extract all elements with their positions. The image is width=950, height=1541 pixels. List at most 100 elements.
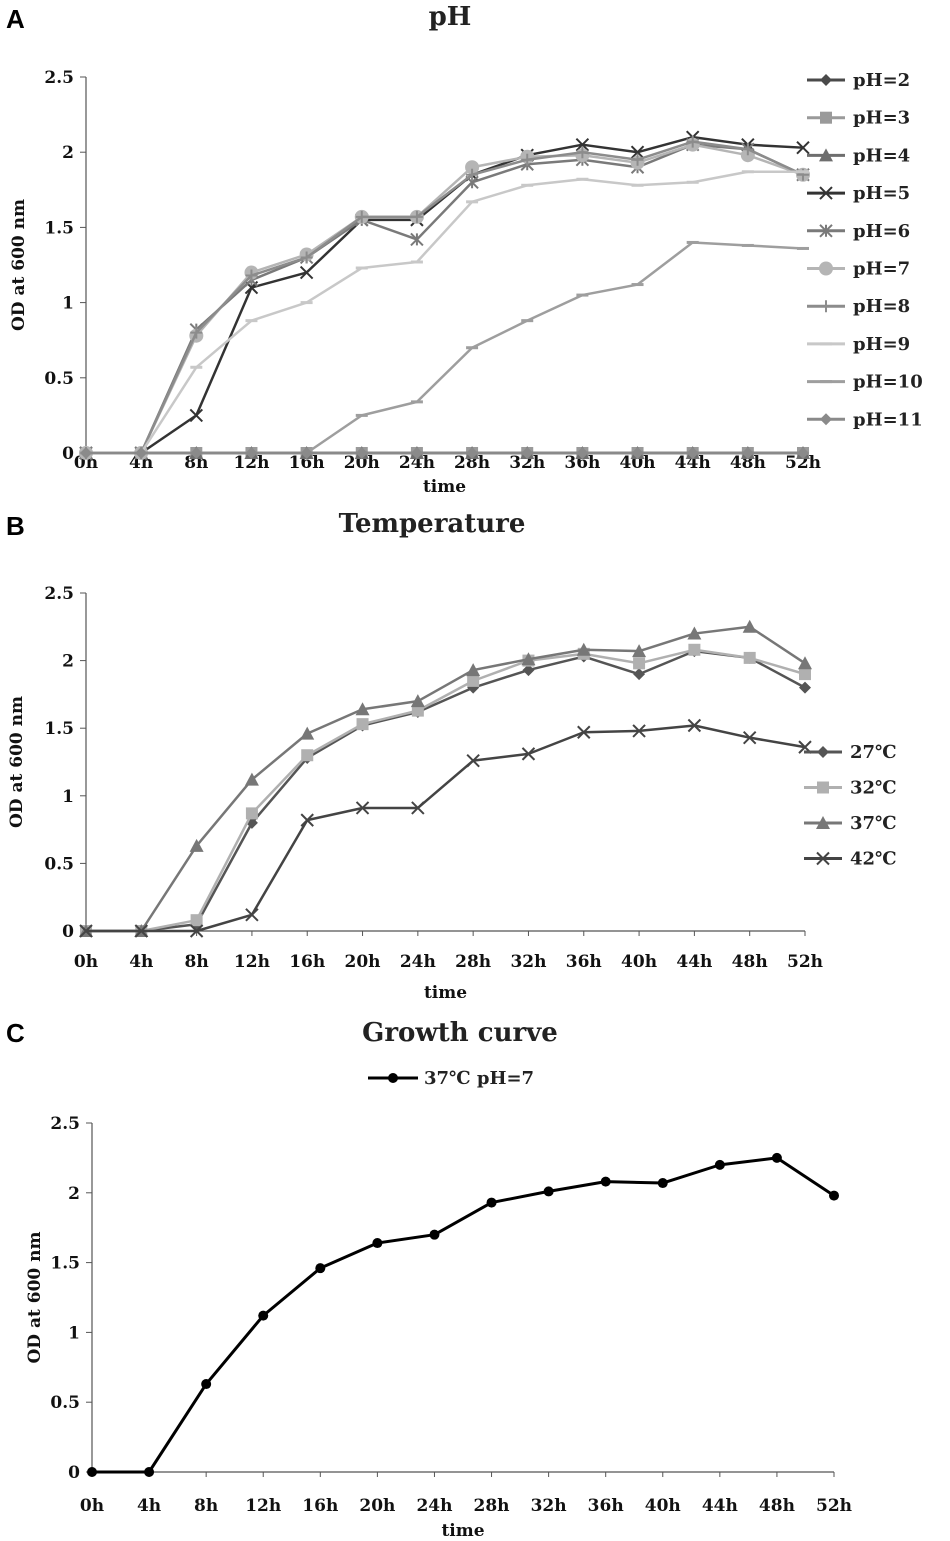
chart-title-a: pH xyxy=(429,2,472,32)
data-point xyxy=(798,656,812,670)
series-line xyxy=(92,1156,835,1474)
x-tick-label: 48h xyxy=(730,453,766,473)
data-point xyxy=(829,1190,839,1201)
data-point xyxy=(687,718,702,733)
x-tick-label: 24h xyxy=(416,1496,452,1516)
series-b-2 xyxy=(79,619,812,937)
series-line xyxy=(86,140,804,455)
series-line xyxy=(86,649,806,933)
x-tick-label: 36h xyxy=(566,952,602,972)
data-point xyxy=(301,749,314,762)
x-tick-label: 16h xyxy=(302,1496,338,1516)
x-tick-label: 8h xyxy=(185,952,209,972)
y-tick-label: 0.5 xyxy=(50,1393,80,1413)
y-tick-label: 1.5 xyxy=(44,218,74,238)
legend-label: pH=4 xyxy=(853,145,910,166)
data-point xyxy=(799,668,811,681)
data-point xyxy=(190,447,203,459)
data-point xyxy=(466,753,480,768)
data-point xyxy=(190,914,203,927)
x-axis-label-a: time xyxy=(423,477,466,497)
chart-panel-c: C Growth curve 0 0.5 1 1.5 2 2.5 0h 4h 8h 12h 16h 20h… xyxy=(6,1018,852,1541)
data-point xyxy=(687,626,702,640)
data-point xyxy=(799,681,811,694)
data-point xyxy=(521,652,536,666)
panel-letter-c: C xyxy=(6,1018,25,1048)
data-point xyxy=(299,265,314,280)
data-point xyxy=(190,326,203,339)
x-tick-label: 28h xyxy=(474,1496,510,1516)
chart-panel-b: B Temperature 0 0.5 1 1.5 2 2.5 0h 4h 8h 12h 16h 20h 2… xyxy=(6,509,897,1003)
data-point xyxy=(630,145,645,159)
legend-label: pH=3 xyxy=(853,108,910,129)
y-tick-label: 2 xyxy=(62,652,74,672)
x-tick-label: 12h xyxy=(234,952,270,972)
data-point xyxy=(300,726,315,740)
series-a-5 xyxy=(79,137,810,460)
data-point xyxy=(467,674,480,687)
legend-marker xyxy=(819,261,833,276)
data-point xyxy=(741,143,754,156)
data-point xyxy=(300,251,313,264)
y-axis-label-c: OD at 600 nm xyxy=(25,1231,45,1363)
data-point xyxy=(600,1176,611,1187)
data-point xyxy=(244,772,259,786)
x-tick-label: 24h xyxy=(399,453,435,473)
series-a-9 xyxy=(80,447,809,459)
legend-a: pH=2 pH=3 pH=4 pH=5 pH=6 pH=7 pH=8 pH=9 pH=10 pH=… xyxy=(807,70,923,430)
data-point xyxy=(796,140,810,155)
data-point xyxy=(576,146,589,159)
y-tick-label: 2.5 xyxy=(44,584,74,604)
data-point xyxy=(410,210,423,223)
data-point xyxy=(355,702,370,716)
data-point xyxy=(315,1263,326,1274)
data-point xyxy=(134,924,149,938)
data-point xyxy=(633,668,646,681)
legend-marker xyxy=(820,300,832,313)
x-tick-label: 28h xyxy=(454,453,490,473)
x-tick-label: 44h xyxy=(702,1496,738,1516)
data-point xyxy=(189,838,204,852)
data-point xyxy=(771,1152,782,1163)
y-tick-label: 1.5 xyxy=(44,719,74,739)
data-point xyxy=(486,1197,497,1208)
data-point xyxy=(356,718,369,731)
series-line xyxy=(86,143,804,455)
data-point xyxy=(742,619,757,633)
series-c-0 xyxy=(87,1152,839,1477)
x-tick-label: 24h xyxy=(400,952,436,972)
data-point xyxy=(521,747,536,761)
data-point xyxy=(466,447,479,459)
y-tick-label: 2.5 xyxy=(44,68,74,88)
data-point xyxy=(632,724,646,738)
legend-marker xyxy=(817,781,829,794)
data-point xyxy=(742,730,757,745)
x-tick-label: 36h xyxy=(588,1496,624,1516)
legend-marker xyxy=(816,851,830,866)
x-tick-label: 52h xyxy=(816,1496,852,1516)
y-tick-label: 1 xyxy=(62,294,74,314)
x-tick-label: 20h xyxy=(344,453,380,473)
y-tick-label: 0 xyxy=(68,1463,80,1483)
series-a-7 xyxy=(80,170,809,455)
chart-title-b: Temperature xyxy=(339,509,526,539)
y-tick-label: 1 xyxy=(68,1323,80,1343)
y-tick-label: 1.5 xyxy=(50,1254,80,1274)
x-tick-label: 4h xyxy=(137,1496,161,1516)
x-axis-label-c: time xyxy=(441,1521,484,1541)
series-line xyxy=(86,170,803,455)
series-b-3 xyxy=(79,718,812,938)
y-tick-label: 0 xyxy=(62,922,74,942)
x-tick-label: 16h xyxy=(289,952,325,972)
data-point xyxy=(576,447,589,459)
y-axis-label-b: OD at 600 nm xyxy=(7,696,27,828)
panel-letter-a: A xyxy=(6,4,25,34)
data-point xyxy=(465,160,480,175)
data-point xyxy=(411,801,425,815)
data-point xyxy=(522,664,535,677)
data-point xyxy=(245,908,259,922)
data-point xyxy=(576,642,591,656)
y-tick-label: 1 xyxy=(62,787,74,807)
series-b-1 xyxy=(80,643,811,937)
